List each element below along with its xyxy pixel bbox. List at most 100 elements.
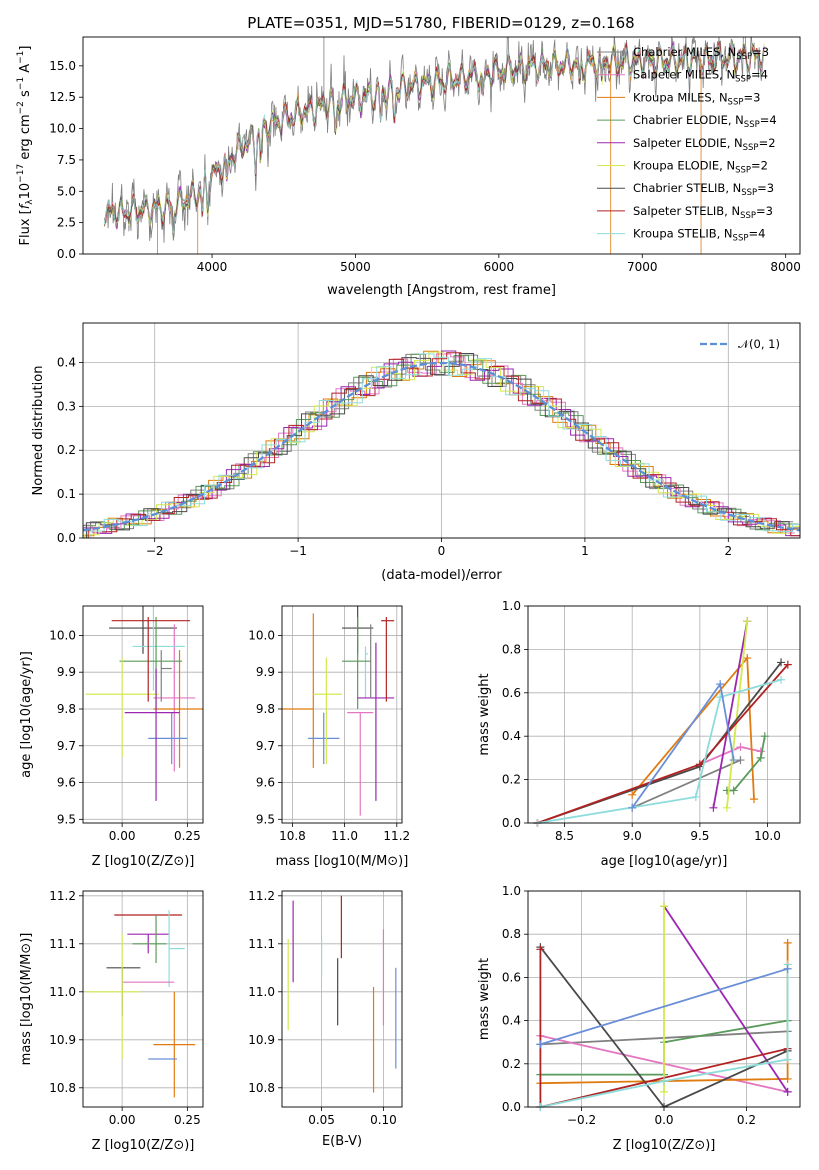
figure-title: PLATE=0351, MJD=51780, FIBERID=0129, z=0…: [247, 14, 634, 32]
y-tick-label: 9.5: [256, 812, 275, 826]
weight-line: [539, 949, 788, 1107]
legend-entry: Kroupa ELODIE, NSSP=2: [633, 159, 768, 176]
y-tick-label: 10.9: [49, 1033, 76, 1047]
y-tick-label: 0.2: [502, 773, 521, 787]
legend-entry: Kroupa STELIB, NSSP=4: [633, 227, 765, 244]
histogram-step: [83, 353, 795, 534]
x-tick-label: 0.00: [109, 1113, 136, 1127]
x-tick-label: 8000: [770, 260, 801, 274]
weight-marker: [628, 803, 637, 812]
legend-entry: 𝒩(0, 1): [738, 337, 780, 351]
weight-marker: [760, 732, 769, 741]
x-axis-label: E(B-V): [322, 1134, 362, 1149]
y-tick-label: 9.8: [256, 702, 275, 716]
weight-marker: [660, 902, 668, 911]
weight-line: [631, 759, 741, 809]
histogram-step: [85, 353, 800, 538]
weight-marker: [660, 1087, 668, 1096]
histogram-step: [83, 353, 799, 531]
y-tick-label: 9.8: [57, 702, 76, 716]
y-tick-label: 0.8: [502, 642, 521, 656]
y-axis-label: Normed distribution: [31, 366, 46, 496]
x-tick-label: 7000: [627, 260, 658, 274]
weight-line: [540, 964, 789, 1107]
weight-marker: [709, 803, 718, 812]
spectrum-panel: [79, 65, 787, 258]
weight-marker: [716, 680, 725, 689]
x-tick-label: 4000: [197, 260, 228, 274]
y-tick-label: 10.0: [248, 628, 275, 642]
y-tick-label: 9.6: [57, 776, 76, 790]
weight-marker: [777, 675, 786, 684]
weight-marker: [783, 1055, 792, 1064]
y-tick-label: 9.7: [57, 739, 76, 753]
weight-marker: [660, 1077, 668, 1086]
y-tick-label: 12.5: [49, 90, 76, 104]
histogram-step: [83, 353, 794, 531]
x-tick-label: 0.10: [370, 1113, 397, 1127]
x-tick-label: 0: [438, 544, 446, 558]
x-tick-label: 11.0: [331, 829, 358, 843]
x-axis-label: age [log10(age/yr)]: [601, 854, 728, 869]
x-tick-label: 5000: [340, 260, 371, 274]
weight-marker: [729, 786, 738, 795]
spectrum-model-line: [104, 43, 765, 234]
y-tick-label: 2.5: [57, 216, 76, 230]
y-tick-label: 0.8: [502, 927, 521, 941]
legend-entry: Kroupa MILES, NSSP=3: [633, 90, 760, 107]
y-tick-label: 9.5: [57, 812, 76, 826]
weight-marker: [743, 654, 752, 663]
weight-line: [712, 621, 749, 808]
age_vs_Z-frame: [82, 605, 204, 824]
y-axis-label: Flux [fλ10−17 erg cm−2 s−1 A−1]: [16, 46, 35, 246]
residuals-frame: [82, 322, 801, 539]
y-tick-label: 15.0: [49, 59, 76, 73]
y-tick-label: 10.9: [248, 1033, 275, 1047]
spectrum-frame: [82, 36, 801, 255]
weight-marker: [783, 964, 792, 973]
x-tick-label: 0.0: [654, 1113, 673, 1127]
x-tick-label: 11.2: [383, 829, 410, 843]
y-tick-label: 0.0: [57, 247, 76, 261]
weight-line: [540, 967, 788, 1046]
x-tick-label: 9.0: [623, 829, 642, 843]
y-tick-label: 7.5: [57, 153, 76, 167]
y-tick-label: 0.4: [57, 355, 76, 369]
y-tick-label: 0.6: [502, 970, 521, 984]
x-tick-label: −2: [146, 544, 164, 558]
weight-marker: [749, 795, 758, 804]
weight-marker: [783, 1074, 792, 1083]
y-tick-label: 0.2: [502, 1057, 521, 1071]
x-tick-label: 10.8: [279, 829, 306, 843]
y-tick-label: 0.2: [57, 443, 76, 457]
y-tick-label: 11.2: [49, 889, 76, 903]
x-axis-label: Z [log10(Z/Z⊙)]: [92, 854, 195, 869]
weight-marker: [536, 945, 545, 954]
y-tick-label: 9.9: [57, 665, 76, 679]
weight-marker: [736, 756, 745, 765]
weight-marker: [756, 753, 765, 762]
weight-marker: [722, 803, 731, 812]
y-tick-label: 9.7: [256, 739, 275, 753]
y-tick-label: 11.0: [248, 985, 275, 999]
y-tick-label: 11.2: [248, 889, 275, 903]
y-tick-label: 9.9: [256, 665, 275, 679]
x-axis-label: (data-model)/error: [381, 568, 502, 583]
x-tick-label: 8.5: [555, 829, 574, 843]
histogram-step: [87, 352, 800, 538]
y-tick-label: 10.0: [49, 122, 76, 136]
x-tick-label: 0.25: [174, 829, 201, 843]
legend-entry: Salpeter STELIB, NSSP=3: [633, 204, 773, 221]
weight-marker: [736, 743, 745, 752]
x-tick-label: 0.00: [109, 829, 136, 843]
mass_vs_Z-frame: [82, 890, 204, 1108]
weight-marker: [783, 1087, 792, 1096]
y-tick-label: 0.4: [502, 729, 521, 743]
x-tick-label: 1: [581, 544, 589, 558]
x-tick-label: 0.25: [174, 1113, 201, 1127]
y-tick-label: 0.6: [502, 686, 521, 700]
weight-line: [539, 946, 788, 1107]
y-tick-label: 0.4: [502, 1014, 521, 1028]
weight-marker: [729, 756, 738, 765]
y-axis-label: mass weight: [477, 673, 492, 755]
